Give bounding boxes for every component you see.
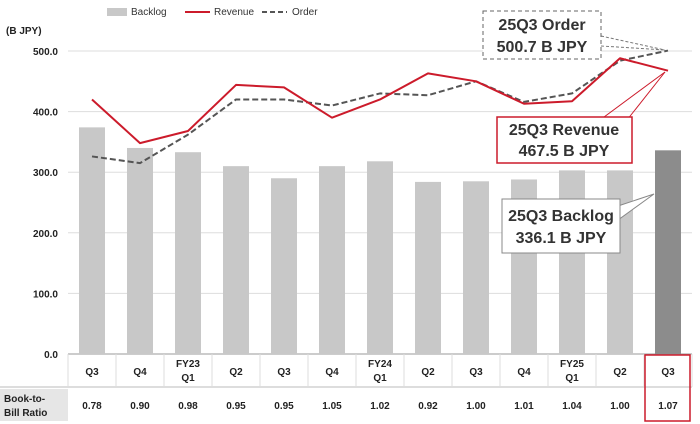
y-tick-label: 400.0: [33, 108, 58, 119]
backlog-bar: [559, 170, 585, 354]
backlog-bar: [415, 181, 441, 354]
order-callout: 25Q3 Order 500.7 B JPY: [482, 10, 666, 60]
series-lines: [91, 49, 669, 165]
order-callout-pointer: [600, 45, 666, 51]
fiscal-year-label: FY25: [560, 359, 584, 370]
book-to-bill-row: Book-to- Bill Ratio 0.78 0.90 0.98 0.95 0.95 1.…: [0, 354, 691, 422]
backlog-bar: [319, 166, 345, 354]
category-axis: Q3 Q4 FY23 Q1 Q2 Q3 Q4 FY24 Q1 Q2 Q3 Q4 FY25 Q1 Q2 Q3: [0, 354, 693, 388]
quarter-label: Q3: [661, 367, 675, 378]
backlog-callout-box: [501, 198, 621, 254]
quarter-label: Q2: [613, 367, 627, 378]
backlog-callout-title: 25Q3 Backlog: [508, 208, 614, 225]
book-to-bill-value: 0.95: [274, 401, 294, 412]
y-tick-label: 0.0: [44, 350, 58, 361]
quarter-label: Q4: [325, 367, 339, 378]
revenue-callout-title: 25Q3 Revenue: [509, 122, 619, 139]
book-to-bill-value: 1.00: [466, 401, 486, 412]
backlog-bar: [175, 152, 201, 354]
legend-backlog-swatch: [107, 8, 127, 16]
quarter-label: Q3: [85, 367, 99, 378]
revenue-callout-box: [496, 116, 633, 164]
book-to-bill-label-bg: [0, 389, 68, 421]
quarter-label: Q1: [565, 373, 579, 384]
quarter-label: Q2: [229, 367, 243, 378]
backlog-bar: [463, 181, 489, 354]
book-to-bill-value: 0.95: [226, 401, 246, 412]
book-to-bill-value: 0.98: [178, 401, 198, 412]
order-callout-box: [482, 10, 602, 60]
book-to-bill-value: 0.90: [130, 401, 150, 412]
book-to-bill-value: 1.01: [514, 401, 534, 412]
book-to-bill-value: 1.04: [562, 401, 582, 412]
backlog-bar: [367, 161, 393, 354]
quarter-label: Q4: [133, 367, 147, 378]
backlog-bar: [607, 170, 633, 354]
order-line: [91, 49, 669, 165]
latest-quarter-highlight: [644, 354, 691, 422]
legend-order-label: Order: [292, 7, 318, 18]
book-to-bill-value: 0.78: [82, 401, 102, 412]
quarter-label: Q3: [277, 367, 291, 378]
fiscal-year-label: FY24: [368, 359, 392, 370]
book-to-bill-value: 0.92: [418, 401, 438, 412]
book-to-bill-value: 1.07: [658, 401, 678, 412]
order-callout-value: 500.7 B JPY: [497, 39, 588, 56]
backlog-bar: [127, 147, 153, 354]
revenue-callout-pointer: [599, 71, 666, 121]
quarter-label: Q4: [517, 367, 531, 378]
backlog-callout: 25Q3 Backlog 336.1 B JPY: [501, 193, 655, 254]
order-callout-title: 25Q3 Order: [498, 17, 585, 34]
revenue-callout-pointer-2: [626, 71, 666, 121]
revenue-callout-value: 467.5 B JPY: [519, 143, 610, 160]
quarter-label: Q2: [421, 367, 435, 378]
book-to-bill-value: 1.05: [322, 401, 342, 412]
backlog-bar: [79, 127, 105, 354]
y-tick-label: 500.0: [33, 47, 58, 58]
y-axis-ticks: 0.0 100.0 200.0 300.0 400.0 500.0: [33, 47, 58, 361]
backlog-bar: [223, 166, 249, 354]
fiscal-year-label: FY23: [176, 359, 200, 370]
revenue-callout: 25Q3 Revenue 467.5 B JPY: [496, 71, 666, 164]
backlog-callout-value: 336.1 B JPY: [516, 230, 607, 247]
legend: Backlog Revenue Order: [107, 7, 318, 18]
y-axis-unit-label: (B JPY): [6, 26, 42, 37]
y-tick-label: 300.0: [33, 168, 58, 179]
book-to-bill-value: 1.00: [610, 401, 630, 412]
book-to-bill-value: 1.02: [370, 401, 390, 412]
legend-revenue-label: Revenue: [214, 7, 254, 18]
quarter-label: Q1: [181, 373, 195, 384]
book-to-bill-label: Bill Ratio: [4, 408, 47, 419]
backlog-bar: [655, 150, 681, 354]
legend-backlog-label: Backlog: [131, 7, 167, 18]
order-callout-pointer-2: [600, 35, 666, 51]
quarter-label: Q1: [373, 373, 387, 384]
backlog-bar: [271, 178, 297, 354]
y-tick-label: 200.0: [33, 229, 58, 240]
y-tick-label: 100.0: [33, 289, 58, 300]
book-to-bill-label: Book-to-: [4, 394, 45, 405]
revenue-line: [91, 57, 669, 145]
backlog-bars: [79, 127, 681, 354]
quarter-label: Q3: [469, 367, 483, 378]
